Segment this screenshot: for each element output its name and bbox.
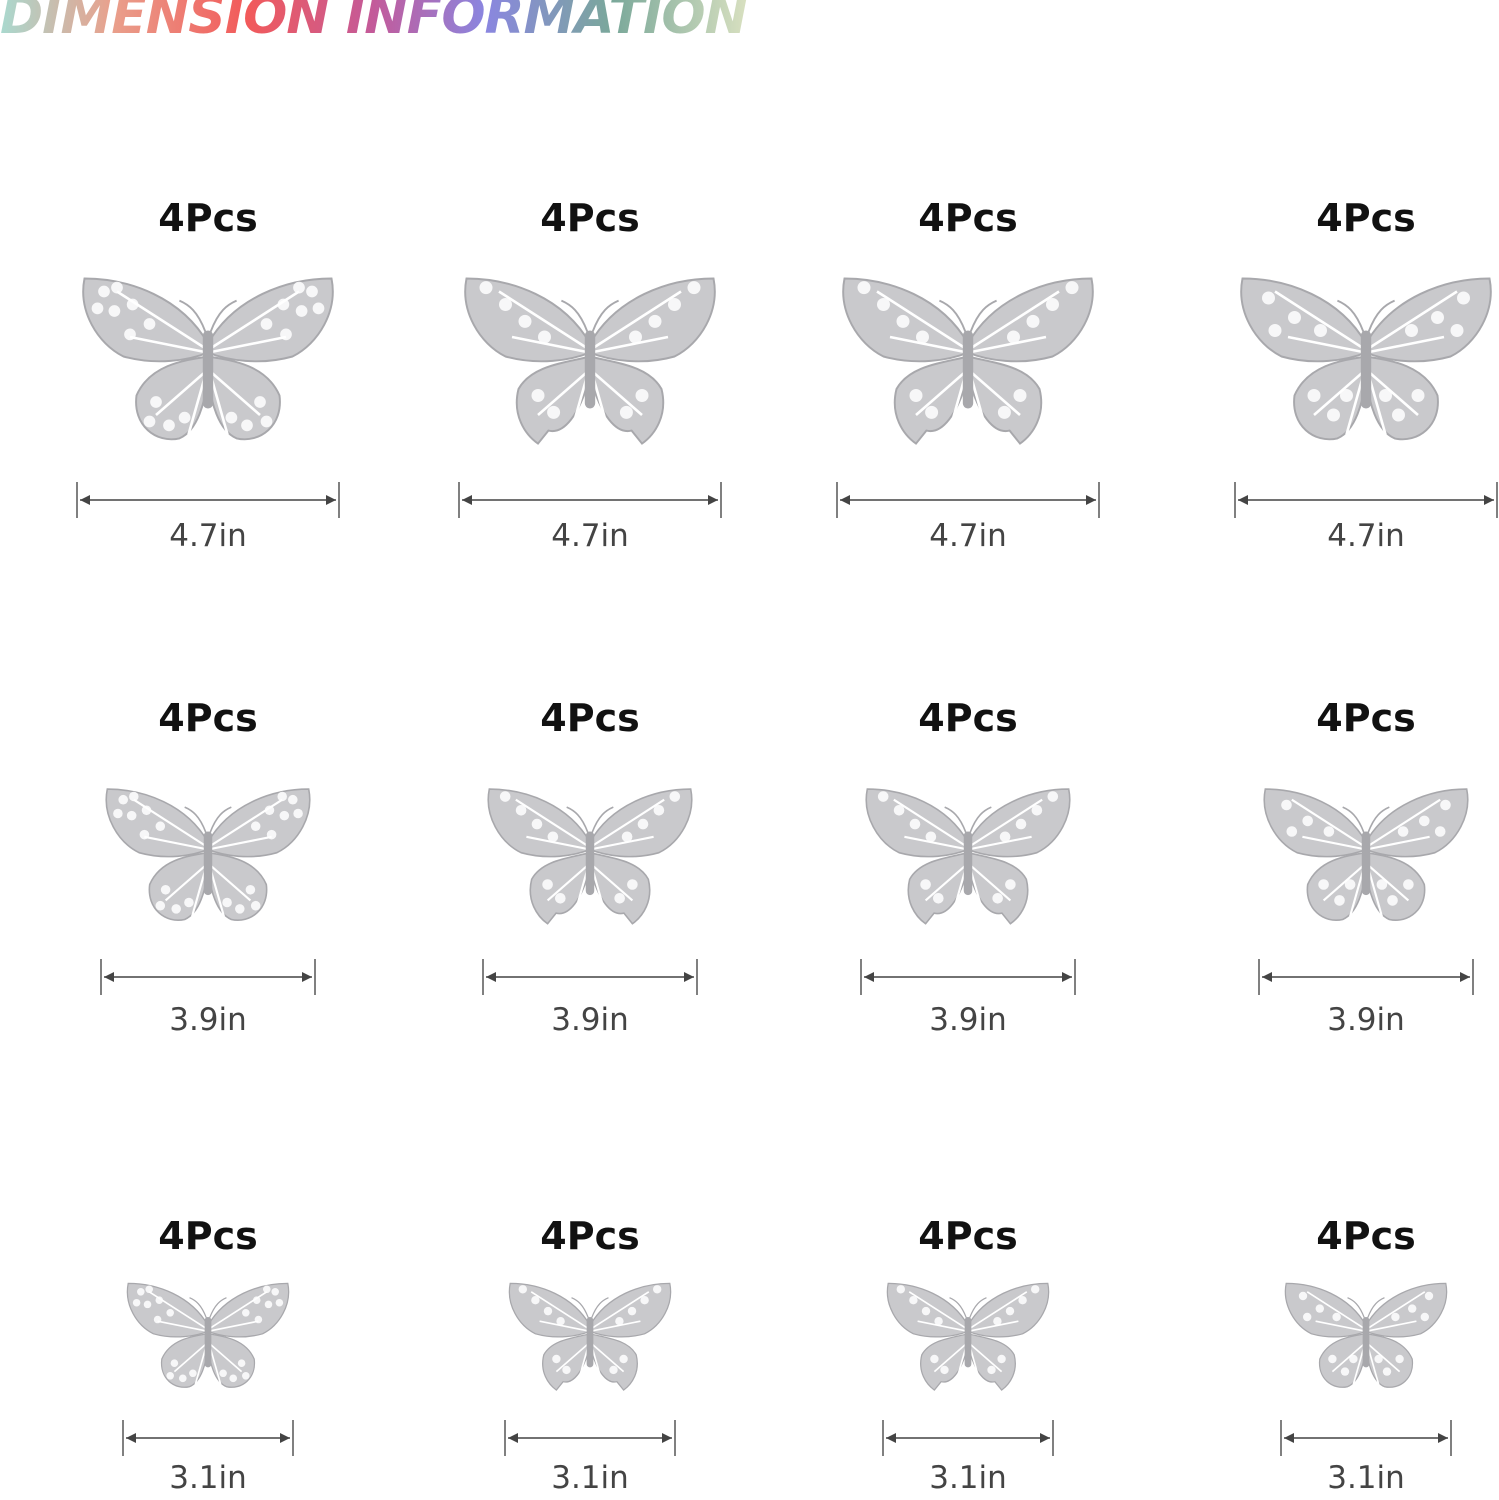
quantity-label: 4Pcs <box>918 696 1018 740</box>
dimension-arrow <box>504 1418 676 1462</box>
dotted-butterfly-image <box>102 783 314 937</box>
dimension-label: 4.7in <box>929 518 1007 554</box>
quantity-label: 4Pcs <box>1316 196 1416 240</box>
dimension-arrow <box>1234 480 1498 524</box>
dotted-butterfly-image <box>124 1279 292 1401</box>
dimension-arrow <box>1258 957 1474 1001</box>
quantity-label: 4Pcs <box>1316 696 1416 740</box>
dimension-label: 3.1in <box>1327 1460 1405 1496</box>
dimension-label: 4.7in <box>169 518 247 554</box>
quantity-label: 4Pcs <box>1316 1214 1416 1258</box>
dimension-arrow <box>76 480 340 524</box>
dimension-arrow <box>836 480 1100 524</box>
lace-butterfly-image <box>484 783 696 937</box>
dimension-label: 3.9in <box>169 1002 247 1038</box>
dimension-label: 3.1in <box>169 1460 247 1496</box>
quantity-label: 4Pcs <box>158 196 258 240</box>
swallowtail-butterfly-image <box>862 783 1074 937</box>
dotted-butterfly-image <box>78 271 338 460</box>
monarch-butterfly-image <box>1260 783 1472 937</box>
quantity-label: 4Pcs <box>158 1214 258 1258</box>
dimension-arrow <box>882 1418 1054 1462</box>
dimension-arrow <box>482 957 698 1001</box>
dimension-arrow <box>860 957 1076 1001</box>
quantity-label: 4Pcs <box>918 196 1018 240</box>
dimension-label: 3.1in <box>929 1460 1007 1496</box>
dimension-label: 3.9in <box>551 1002 629 1038</box>
dimension-label: 3.1in <box>551 1460 629 1496</box>
dimension-arrow <box>1280 1418 1452 1462</box>
swallowtail-butterfly-image <box>838 271 1098 460</box>
quantity-label: 4Pcs <box>540 696 640 740</box>
monarch-butterfly-image <box>1236 271 1496 460</box>
lace-butterfly-image <box>506 1279 674 1401</box>
dimension-label: 4.7in <box>1327 518 1405 554</box>
quantity-label: 4Pcs <box>918 1214 1018 1258</box>
quantity-label: 4Pcs <box>158 696 258 740</box>
dimension-arrow <box>458 480 722 524</box>
page-title: DIMENSION INFORMATION <box>0 0 748 46</box>
lace-butterfly-image <box>460 271 720 460</box>
quantity-label: 4Pcs <box>540 196 640 240</box>
dimension-label: 3.9in <box>929 1002 1007 1038</box>
dimension-arrow <box>100 957 316 1001</box>
monarch-butterfly-image <box>1282 1279 1450 1401</box>
quantity-label: 4Pcs <box>540 1214 640 1258</box>
swallowtail-butterfly-image <box>884 1279 1052 1401</box>
dimension-label: 4.7in <box>551 518 629 554</box>
dimension-label: 3.9in <box>1327 1002 1405 1038</box>
dimension-arrow <box>122 1418 294 1462</box>
